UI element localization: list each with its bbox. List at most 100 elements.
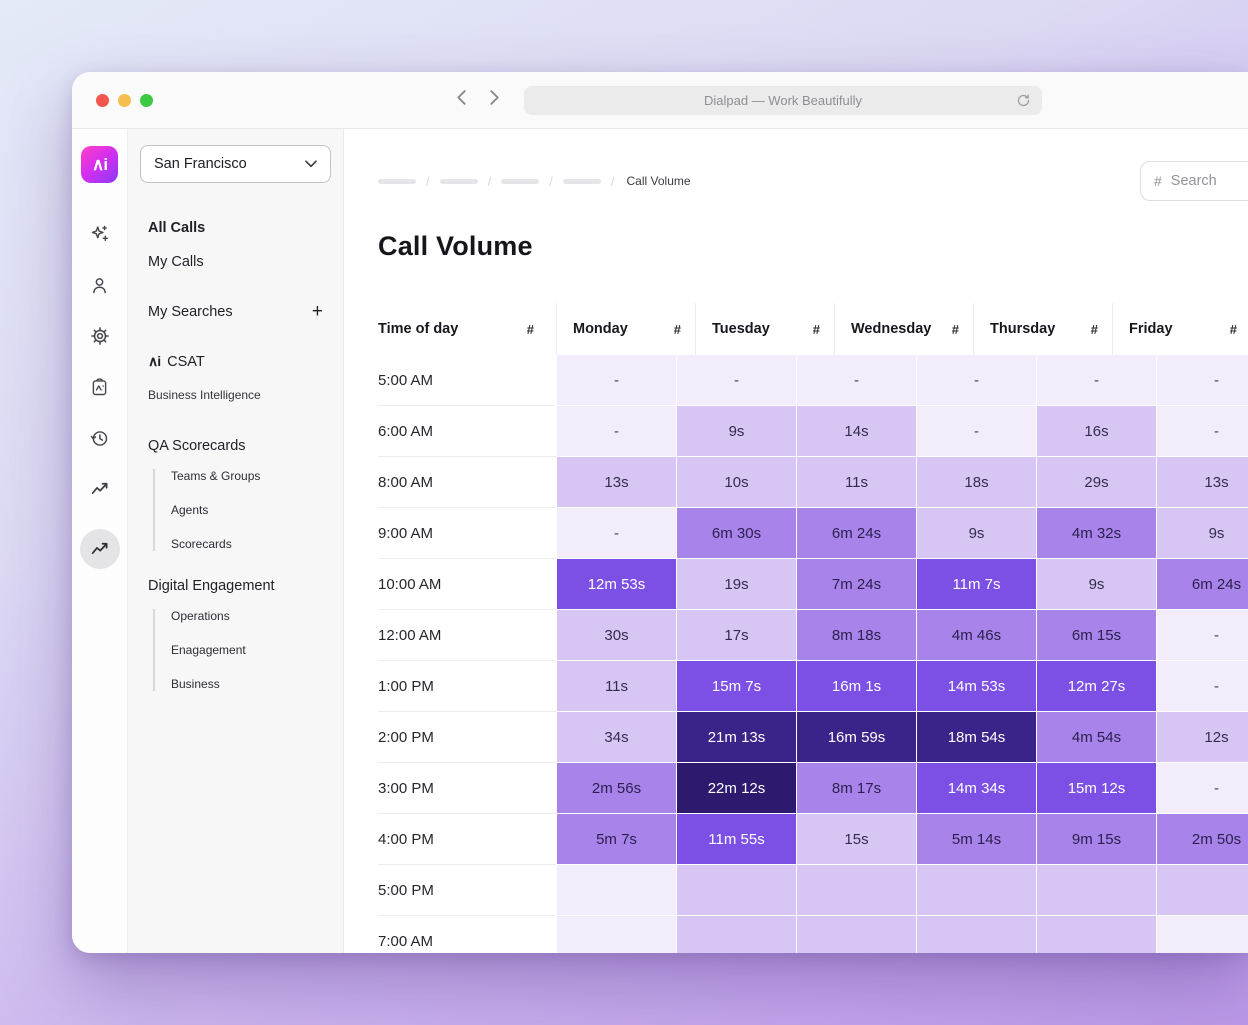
trend-up-active-icon[interactable] [79,529,120,569]
location-selector[interactable]: San Francisco [140,145,331,183]
heatmap-cell[interactable] [677,865,796,915]
heatmap-cell[interactable]: 9s [917,508,1036,558]
sidebar-item-scorecards[interactable]: Scorecards [171,537,232,551]
sidebar-item-business-intelligence[interactable]: Business Intelligence [148,388,261,402]
heatmap-cell[interactable]: 2m 50s [1157,814,1248,864]
heatmap-cell[interactable]: 11m 7s [917,559,1036,609]
heatmap-cell[interactable]: - [797,355,916,405]
heatmap-cell[interactable]: 9s [677,406,796,456]
heatmap-cell[interactable]: 34s [557,712,676,762]
heatmap-cell[interactable]: 5m 14s [917,814,1036,864]
heatmap-cell[interactable]: 8m 17s [797,763,916,813]
heatmap-cell[interactable]: 18s [917,457,1036,507]
heatmap-cell[interactable]: 11m 55s [677,814,796,864]
heatmap-cell[interactable]: 19s [677,559,796,609]
heatmap-cell[interactable]: 13s [1157,457,1248,507]
heatmap-cell[interactable]: 6m 15s [1037,610,1156,660]
heatmap-cell[interactable] [917,916,1036,953]
sparkles-icon[interactable] [89,223,111,245]
heatmap-cell[interactable]: 6m 30s [677,508,796,558]
sidebar-section-qa-scorecards[interactable]: QA Scorecards [148,438,246,454]
heatmap-cell[interactable]: 7m 24s [797,559,916,609]
column-header-tuesday[interactable]: Tuesday # [695,303,834,355]
column-header-time-of-day[interactable]: Time of day # [378,321,534,337]
heatmap-cell[interactable]: 18m 54s [917,712,1036,762]
column-header-thursday[interactable]: Thursday # [973,303,1112,355]
heatmap-cell[interactable]: 6m 24s [797,508,916,558]
sidebar-item-teams-groups[interactable]: Teams & Groups [171,469,261,483]
sidebar-item-business[interactable]: Business [171,677,220,691]
heatmap-cell[interactable]: - [557,355,676,405]
person-icon[interactable] [89,274,111,296]
heatmap-cell[interactable]: 14m 53s [917,661,1036,711]
heatmap-cell[interactable] [797,916,916,953]
sidebar-item-enagagement[interactable]: Enagagement [171,643,246,657]
heatmap-cell[interactable]: 30s [557,610,676,660]
heatmap-cell[interactable] [677,916,796,953]
heatmap-cell[interactable]: 10s [677,457,796,507]
sidebar-item-csat[interactable]: ∧i CSAT [148,353,205,370]
heatmap-cell[interactable]: - [677,355,796,405]
heatmap-cell[interactable]: 15m 12s [1037,763,1156,813]
add-search-icon[interactable]: + [311,301,323,322]
sidebar-item-my-calls[interactable]: My Calls [148,254,204,270]
heatmap-cell[interactable] [1037,916,1156,953]
heatmap-cell[interactable]: 16s [1037,406,1156,456]
close-window-button[interactable] [96,93,109,107]
sidebar-item-agents[interactable]: Agents [171,503,209,517]
heatmap-cell[interactable]: 15s [797,814,916,864]
heatmap-cell[interactable]: 16m 1s [797,661,916,711]
heatmap-cell[interactable] [1037,865,1156,915]
search-input[interactable]: # Search [1140,161,1248,201]
minimize-window-button[interactable] [118,93,131,107]
gear-icon[interactable] [89,325,111,347]
heatmap-cell[interactable]: 9s [1037,559,1156,609]
forward-icon[interactable] [489,89,500,111]
heatmap-cell[interactable]: 14s [797,406,916,456]
heatmap-cell[interactable]: 11s [557,661,676,711]
heatmap-cell[interactable]: 12m 27s [1037,661,1156,711]
heatmap-cell[interactable]: 9s [1157,508,1248,558]
heatmap-cell[interactable] [797,865,916,915]
address-bar[interactable]: Dialpad — Work Beautifully [524,86,1042,115]
zoom-window-button[interactable] [140,93,153,107]
heatmap-cell[interactable]: 17s [677,610,796,660]
heatmap-cell[interactable]: 8m 18s [797,610,916,660]
heatmap-cell[interactable]: 15m 7s [677,661,796,711]
heatmap-cell[interactable] [1157,916,1248,953]
heatmap-cell[interactable]: - [1157,355,1248,405]
back-icon[interactable] [456,89,467,111]
heatmap-cell[interactable]: - [1157,763,1248,813]
heatmap-cell[interactable]: 9m 15s [1037,814,1156,864]
heatmap-cell[interactable]: 4m 54s [1037,712,1156,762]
sidebar-item-my-searches[interactable]: My Searches + [148,301,323,322]
history-icon[interactable] [89,427,111,449]
heatmap-cell[interactable]: 4m 32s [1037,508,1156,558]
heatmap-cell[interactable]: 14m 34s [917,763,1036,813]
sidebar-item-operations[interactable]: Operations [171,609,230,623]
sidebar-section-digital-engagement[interactable]: Digital Engagement [148,578,275,594]
heatmap-cell[interactable]: - [1157,661,1248,711]
heatmap-cell[interactable]: - [557,508,676,558]
heatmap-cell[interactable]: 22m 12s [677,763,796,813]
heatmap-cell[interactable]: - [917,355,1036,405]
heatmap-cell[interactable]: 11s [797,457,916,507]
heatmap-cell[interactable]: - [1037,355,1156,405]
heatmap-cell[interactable]: 5m 7s [557,814,676,864]
heatmap-cell[interactable]: 21m 13s [677,712,796,762]
heatmap-cell[interactable] [557,865,676,915]
heatmap-cell[interactable]: 13s [557,457,676,507]
clipboard-ai-icon[interactable] [89,376,111,398]
trend-up-icon[interactable] [89,478,111,500]
heatmap-cell[interactable]: 12s [1157,712,1248,762]
heatmap-cell[interactable] [917,865,1036,915]
dialpad-ai-logo[interactable]: ∧i [81,146,118,183]
column-header-friday[interactable]: Friday # [1112,303,1248,355]
heatmap-cell[interactable] [557,916,676,953]
heatmap-cell[interactable] [1157,865,1248,915]
heatmap-cell[interactable]: 12m 53s [557,559,676,609]
heatmap-cell[interactable]: 16m 59s [797,712,916,762]
sidebar-item-all-calls[interactable]: All Calls [148,220,206,236]
heatmap-cell[interactable]: - [917,406,1036,456]
heatmap-cell[interactable]: - [1157,610,1248,660]
